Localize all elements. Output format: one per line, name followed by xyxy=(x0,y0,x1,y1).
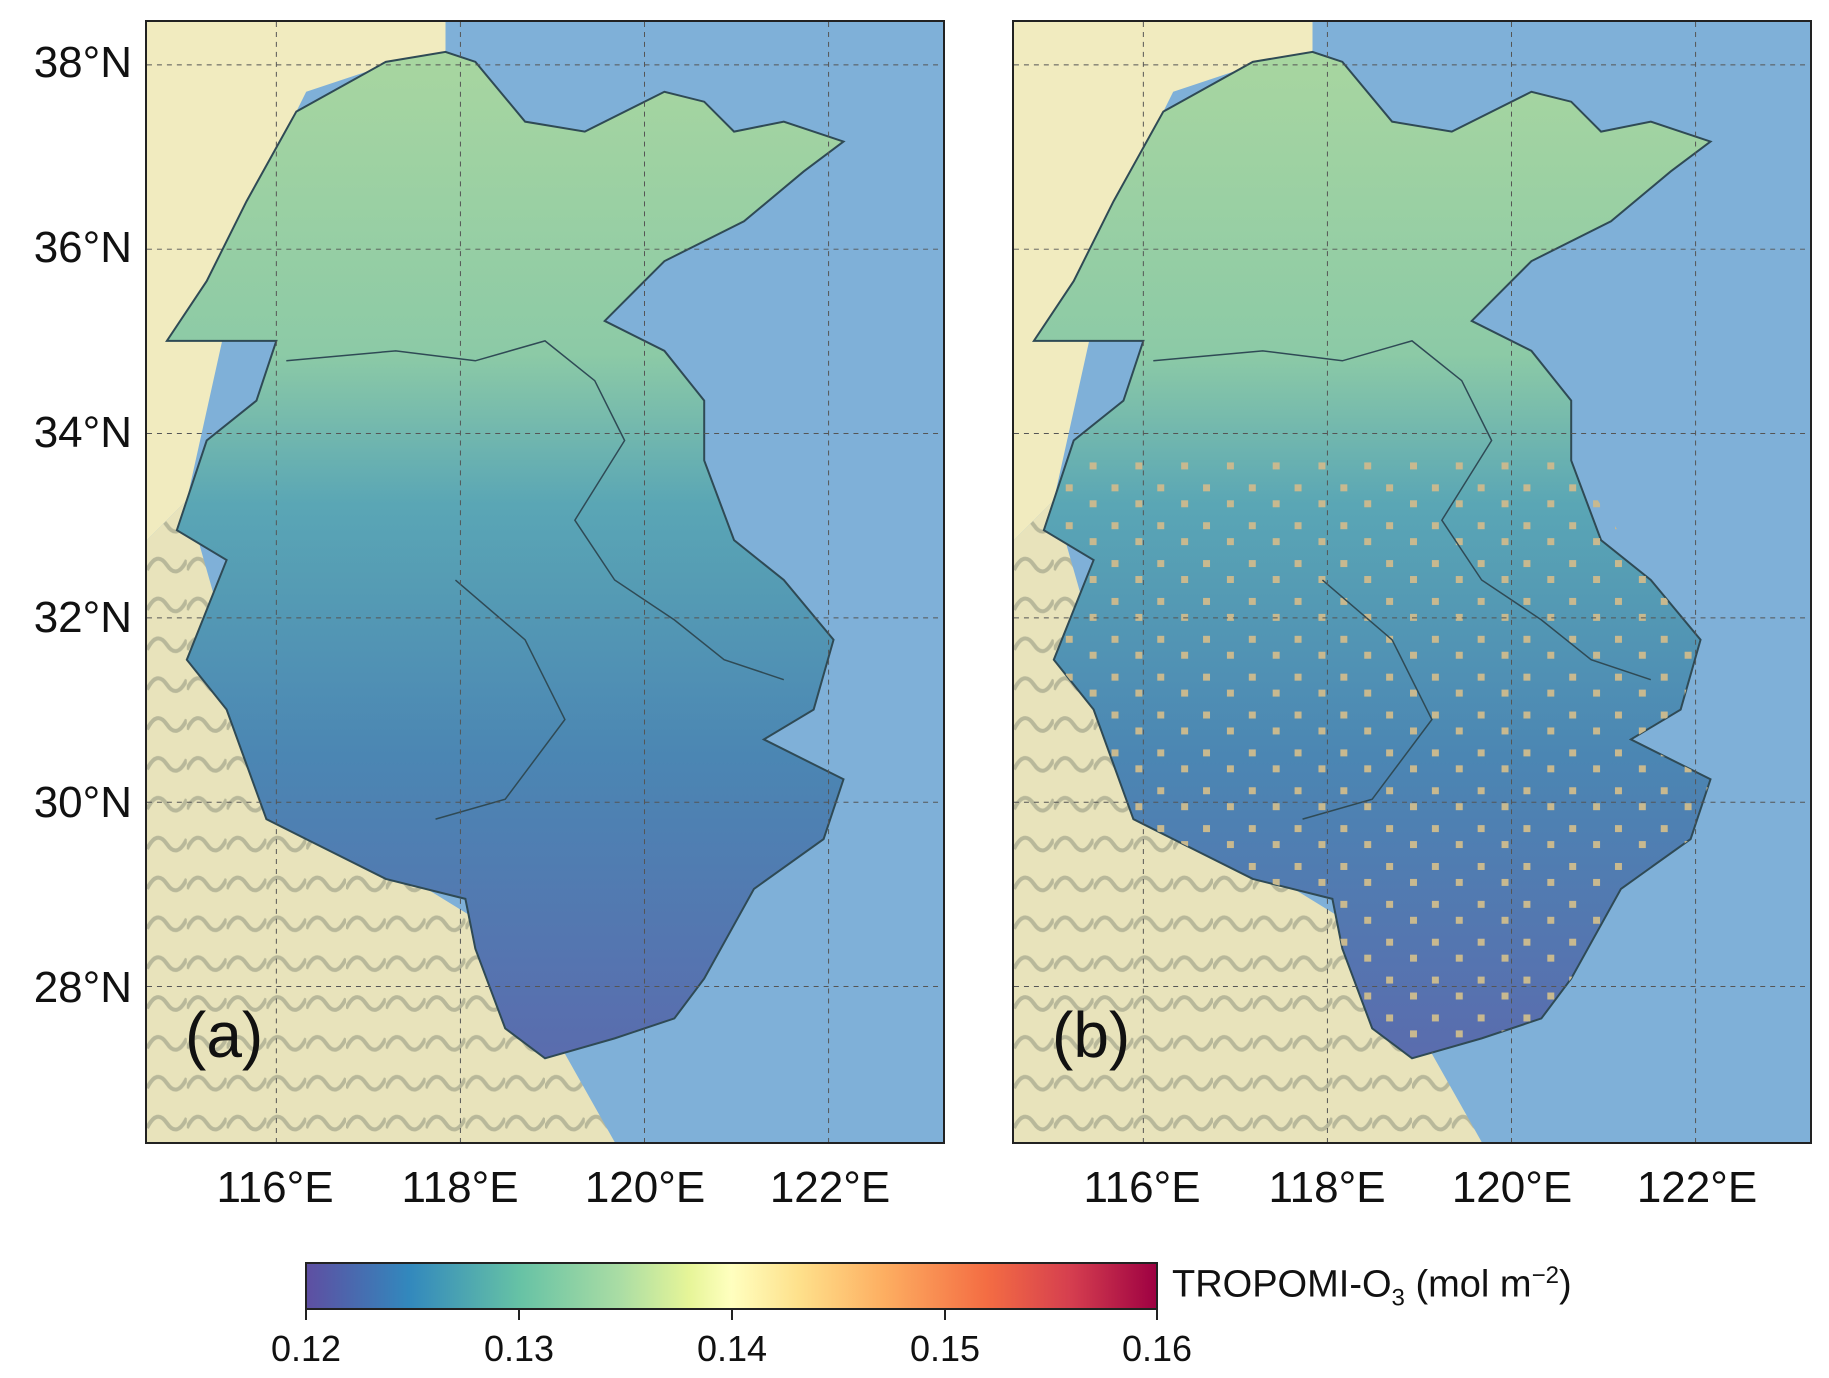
map-panel-a: (a) xyxy=(145,20,945,1144)
lon-label-b-118: 118°E xyxy=(1268,1163,1386,1212)
colorbar-title: TROPOMI-O3 (mol m−2) xyxy=(1172,1262,1572,1312)
lon-label-b-116: 116°E xyxy=(1083,1163,1201,1212)
colorbar-tick xyxy=(305,1310,307,1320)
land-north xyxy=(1014,22,1313,541)
colorbar-label-0.15: 0.15 xyxy=(909,1328,981,1369)
province-border xyxy=(286,340,785,681)
map-panel-b: (b) xyxy=(1012,20,1812,1144)
colorbar xyxy=(305,1262,1158,1310)
colorbar-tick xyxy=(731,1310,733,1320)
colorbar-title-suffix: ) xyxy=(1558,1263,1572,1306)
lat-label-36: 36°N xyxy=(33,223,132,272)
lat-label-30: 30°N xyxy=(33,778,132,827)
colorbar-tick xyxy=(944,1310,946,1320)
province-border xyxy=(435,579,566,820)
lat-label-34: 34°N xyxy=(33,408,132,457)
lon-label-a-122: 122°E xyxy=(769,1163,891,1212)
study-region-a xyxy=(165,50,846,1060)
lat-label-32: 32°N xyxy=(33,593,132,642)
graticule xyxy=(147,22,943,1142)
province-border xyxy=(1302,579,1433,820)
colorbar-label-0.14: 0.14 xyxy=(696,1328,768,1369)
missing-data-pixels xyxy=(1043,460,1711,1059)
colorbar-tick xyxy=(518,1310,520,1320)
colorbar-title-prefix: TROPOMI-O xyxy=(1172,1263,1392,1306)
lon-label-b-122: 122°E xyxy=(1636,1163,1758,1212)
panel-label-a: (a) xyxy=(185,999,264,1071)
lon-label-a-118: 118°E xyxy=(401,1163,519,1212)
map-a-svg xyxy=(147,22,943,1142)
colorbar-label-0.13: 0.13 xyxy=(483,1328,555,1369)
lon-label-b-120: 120°E xyxy=(1451,1163,1573,1212)
lon-label-a-120: 120°E xyxy=(584,1163,706,1212)
graticule xyxy=(1014,22,1810,1142)
colorbar-label-0.12: 0.12 xyxy=(270,1328,342,1369)
colorbar-tick xyxy=(1156,1310,1158,1320)
panel-label-b: (b) xyxy=(1052,999,1131,1071)
colorbar-title-units: (mol m xyxy=(1404,1263,1532,1306)
land-north xyxy=(147,22,446,541)
lon-label-a-116: 116°E xyxy=(216,1163,334,1212)
colorbar-label-0.16: 0.16 xyxy=(1121,1328,1193,1369)
colorbar-title-subscript: 3 xyxy=(1391,1284,1405,1312)
province-border xyxy=(1153,340,1652,681)
map-b-svg xyxy=(1014,22,1810,1142)
lat-label-28: 28°N xyxy=(33,963,132,1012)
colorbar-title-superscript: −2 xyxy=(1531,1262,1559,1289)
lat-label-38: 38°N xyxy=(33,38,132,87)
